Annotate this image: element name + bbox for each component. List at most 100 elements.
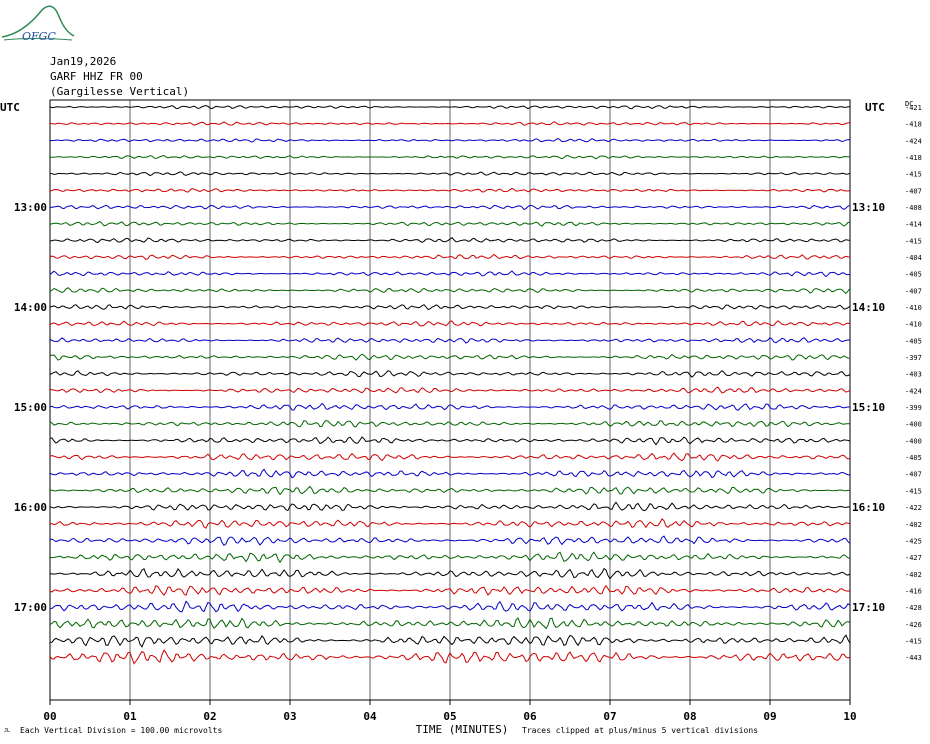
dc-offset-27: -427 [905,554,922,562]
trace-row-11 [49,287,851,295]
station-code: GARF HHZ FR 00 [50,70,143,83]
hour-label-right-1610: 16:10 [852,501,885,514]
x-axis-title: TIME (MINUTES) [416,723,509,736]
x-tick-label-10: 10 [843,710,856,723]
logo-text: OFGC [22,30,56,43]
dc-offset-6: -408 [905,204,922,212]
dc-offset-21: -405 [905,454,922,462]
trace-row-16 [49,370,851,378]
trace-row-5 [49,187,851,193]
dc-offset-14: -405 [905,337,922,345]
dc-offset-28: -402 [905,571,922,579]
trace-row-17 [49,386,851,394]
dc-offset-30: -428 [905,604,922,612]
hour-label-right-1510: 15:10 [852,401,885,414]
trace-row-0 [49,105,851,110]
trace-row-1 [49,121,851,126]
trace-row-22 [49,468,851,479]
trace-row-15 [49,353,851,361]
hour-label-right-1310: 13:10 [852,201,885,214]
x-tick-label-01: 01 [123,710,137,723]
trace-row-19 [49,419,851,428]
dc-offset-24: -422 [905,504,922,512]
dc-offset-11: -407 [905,287,922,295]
dc-offset-3: -418 [905,154,922,162]
dc-offset-10: -405 [905,271,922,279]
dc-offset-15: -397 [905,354,922,362]
hour-label-left-1300: 13:00 [14,201,47,214]
dc-offset-13: -410 [905,321,922,329]
hour-label-right-1410: 14:10 [852,301,885,314]
trace-row-14 [49,336,851,344]
dc-offset-1: -418 [905,121,922,129]
trace-row-3 [49,154,851,160]
x-tick-label-09: 09 [763,710,776,723]
dc-offset-31: -426 [905,621,922,629]
dc-offset-19: -400 [905,421,922,429]
hour-label-left-1600: 16:00 [14,501,47,514]
dc-offset-25: -402 [905,521,922,529]
trace-row-20 [49,436,851,446]
trace-row-10 [49,270,851,278]
dc-offset-8: -415 [905,237,922,245]
x-tick-label-02: 02 [203,710,216,723]
dc-offset-32: -415 [905,637,922,645]
dc-offset-2: -424 [905,137,922,145]
dc-offset-23: -415 [905,487,922,495]
trace-row-28 [49,567,851,580]
x-tick-label-03: 03 [283,710,296,723]
utc-label-right: UTC [865,101,885,114]
trace-row-27 [49,551,851,564]
trace-row-26 [49,535,851,547]
utc-label-left: UTC [0,101,20,114]
trace-row-8 [49,237,851,244]
x-tick-label-08: 08 [683,710,696,723]
dc-offset-18: -399 [905,404,922,412]
dc-offset-17: -424 [905,387,922,395]
trace-row-32 [49,634,851,648]
dc-offset-9: -404 [905,254,922,262]
dc-column-label: DC [905,100,913,108]
hour-label-left-1500: 15:00 [14,401,47,414]
dc-offset-29: -416 [905,587,922,595]
hour-label-left-1400: 14:00 [14,301,47,314]
ofgc-logo: OFGC [1,5,75,43]
trace-row-12 [49,304,851,310]
trace-row-18 [49,402,851,411]
trace-row-23 [49,485,851,496]
trace-row-6 [49,204,851,211]
trace-row-4 [49,171,851,177]
trace-row-13 [49,320,851,327]
dc-offset-26: -425 [905,537,922,545]
dc-offset-33: -443 [905,654,922,662]
trace-row-2 [49,137,851,143]
trace-row-29 [49,584,851,597]
dc-offset-22: -407 [905,471,922,479]
x-tick-label-06: 06 [523,710,537,723]
x-tick-label-00: 00 [43,710,56,723]
x-tick-label-05: 05 [443,710,456,723]
scale-note: Each Vertical Division = 100.00 microvol… [20,726,223,735]
trace-row-33 [49,649,851,665]
hour-label-right-1710: 17:10 [852,601,885,614]
footer-mark: JL [4,728,11,734]
trace-row-7 [49,220,851,227]
trace-row-25 [49,518,851,529]
chart-date: Jan19,2026 [50,55,117,68]
x-tick-label-04: 04 [363,710,377,723]
dc-offset-16: -403 [905,371,922,379]
trace-row-30 [49,600,851,613]
dc-offset-5: -407 [905,187,922,195]
dc-offset-7: -414 [905,221,922,229]
dc-offset-12: -410 [905,304,922,312]
trace-row-21 [49,452,851,462]
clip-note: Traces clipped at plus/minus 5 vertical … [522,726,759,735]
trace-row-9 [49,253,851,261]
station-location: (Gargilesse Vertical) [50,85,190,98]
dc-offset-20: -400 [905,437,922,445]
hour-label-left-1700: 17:00 [14,601,47,614]
trace-row-24 [49,501,851,512]
trace-row-31 [49,617,851,630]
dc-offset-4: -415 [905,171,922,179]
